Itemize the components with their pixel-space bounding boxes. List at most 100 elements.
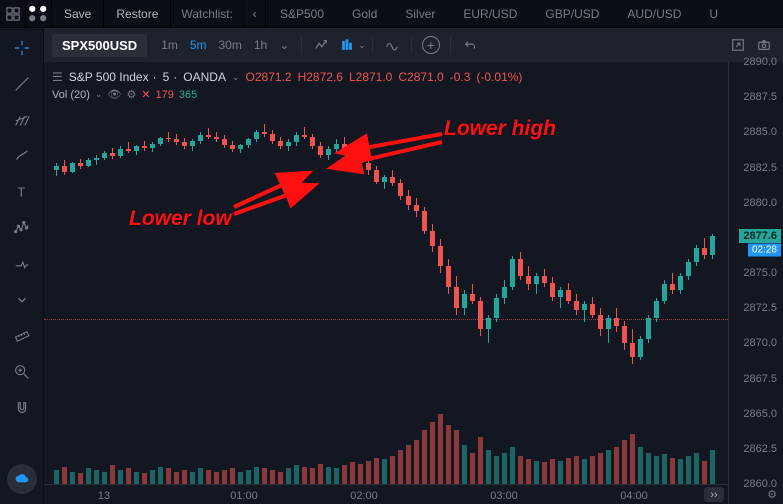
volume-bar <box>566 458 571 484</box>
layout-grid-icon[interactable] <box>0 1 26 27</box>
vol-eye-icon[interactable]: 👁 <box>107 88 121 101</box>
volume-bar <box>622 440 627 484</box>
pattern-tool-icon[interactable] <box>4 212 40 244</box>
symbol-chip[interactable]: SPX500USD <box>52 34 147 57</box>
volume-bar <box>86 468 91 484</box>
volume-bar <box>334 468 339 484</box>
ribbon-symbol[interactable]: Gold <box>338 0 391 27</box>
volume-bar <box>294 465 299 484</box>
volume-bar <box>350 462 355 484</box>
restore-button[interactable]: Restore <box>104 0 171 27</box>
popup-icon[interactable] <box>727 34 749 56</box>
volume-bar <box>558 461 563 484</box>
volume-bar <box>326 467 331 484</box>
vol-chevron-icon[interactable]: ⌄ <box>95 89 103 100</box>
ribbon-symbol[interactable]: S&P500 <box>266 0 338 27</box>
brush-tool-icon[interactable] <box>4 140 40 172</box>
trendline-tool-icon[interactable] <box>4 68 40 100</box>
ribbon-symbol[interactable]: Silver <box>391 0 449 27</box>
legend-pct: (-0.01%) <box>476 70 522 84</box>
indicators-icon[interactable] <box>381 34 403 56</box>
legend-chevron-icon[interactable]: ⌄ <box>232 72 240 83</box>
cloud-sync-icon[interactable] <box>7 464 37 494</box>
volume-bar <box>422 430 427 484</box>
svg-text:T: T <box>17 186 25 200</box>
y-axis[interactable]: ⚙ 2890.02887.52885.02882.52880.02877.528… <box>728 62 783 504</box>
volume-bar <box>670 458 675 484</box>
y-label: 2882.5 <box>743 162 777 174</box>
vol-close-icon[interactable]: ✕ <box>141 88 150 101</box>
volume-bar <box>70 472 75 484</box>
volume-bar <box>662 454 667 484</box>
watchlist-prev-icon[interactable]: ‹ <box>244 0 266 27</box>
ribbon-symbol[interactable]: AUD/USD <box>613 0 695 27</box>
volume-bar <box>526 459 531 484</box>
volume-bar <box>254 467 259 484</box>
volume-bar <box>110 465 115 484</box>
volume-bar <box>542 462 547 484</box>
volume-bar <box>534 461 539 484</box>
price-tag: 2877.6 <box>739 229 781 243</box>
ribbon-symbol[interactable]: U <box>695 0 732 27</box>
indicator-dots-icon[interactable] <box>26 1 52 27</box>
camera-icon[interactable] <box>753 34 775 56</box>
legend-menu-icon[interactable]: ☰ <box>52 70 63 84</box>
vol-settings-icon[interactable]: ⚙ <box>126 88 136 101</box>
compare-icon[interactable] <box>310 34 332 56</box>
x-axis: ›› 1301:0002:0003:0004:00 <box>44 484 728 504</box>
volume-bar <box>710 450 715 484</box>
volume-bar <box>678 459 683 484</box>
bar-style-chevron-icon[interactable]: ⌄ <box>358 40 366 51</box>
forecast-tool-icon[interactable] <box>4 248 40 280</box>
legend-vol-label: Vol (20) <box>52 89 90 101</box>
chart-plot[interactable]: ☰ S&P 500 Index · 5 · OANDA ⌄ O2871.2 H2… <box>44 62 728 504</box>
countdown-tag: 02:28 <box>748 244 781 257</box>
undo-icon[interactable] <box>459 34 481 56</box>
timeframe-1h[interactable]: 1h <box>248 38 273 52</box>
volume-bar <box>358 464 363 484</box>
add-icon[interactable]: + <box>422 36 440 54</box>
volume-bar <box>382 459 387 484</box>
legend-title: S&P 500 Index <box>69 70 149 84</box>
volume-layer <box>44 406 728 484</box>
volume-bar <box>366 461 371 484</box>
zoom-tool-icon[interactable] <box>4 356 40 388</box>
scroll-forward-icon[interactable]: ›› <box>704 487 724 502</box>
volume-bar <box>638 447 643 484</box>
volume-bar <box>166 468 171 484</box>
volume-bar <box>430 422 435 484</box>
crosshair-tool-icon[interactable] <box>4 32 40 64</box>
magnet-tool-icon[interactable] <box>4 392 40 424</box>
timeframe-30m[interactable]: 30m <box>213 38 248 52</box>
chart-legend: ☰ S&P 500 Index · 5 · OANDA ⌄ O2871.2 H2… <box>52 70 522 101</box>
volume-bar <box>414 440 419 484</box>
volume-bar <box>174 472 179 484</box>
volume-bar <box>270 470 275 484</box>
volume-bar <box>454 430 459 484</box>
symbol-toolbar: SPX500USD 1m5m30m1h ⌄ ⌄ + <box>44 28 783 62</box>
text-tool-icon[interactable]: T <box>4 176 40 208</box>
vol-value-1: 179 <box>156 89 174 101</box>
volume-bar <box>510 447 515 484</box>
ruler-tool-icon[interactable] <box>4 320 40 352</box>
volume-bar <box>206 470 211 484</box>
timeframe-1m[interactable]: 1m <box>155 38 184 52</box>
chevron-down-icon[interactable] <box>4 284 40 316</box>
save-button[interactable]: Save <box>52 0 104 27</box>
volume-bar <box>134 472 139 484</box>
volume-bar <box>102 472 107 484</box>
timeframe-5m[interactable]: 5m <box>184 38 213 52</box>
timeframe-dropdown-icon[interactable]: ⌄ <box>273 38 295 52</box>
pitchfork-tool-icon[interactable] <box>4 104 40 136</box>
volume-bar <box>374 458 379 484</box>
ribbon-symbol[interactable]: EUR/USD <box>449 0 531 27</box>
ribbon-symbol[interactable]: GBP/USD <box>531 0 613 27</box>
x-label: 01:00 <box>230 490 258 502</box>
volume-bar <box>342 465 347 484</box>
bar-style-icon[interactable] <box>336 34 358 56</box>
y-label: 2867.5 <box>743 373 777 385</box>
volume-bar <box>574 456 579 484</box>
volume-bar <box>702 461 707 484</box>
y-label: 2887.5 <box>743 91 777 103</box>
x-label: 03:00 <box>490 490 518 502</box>
